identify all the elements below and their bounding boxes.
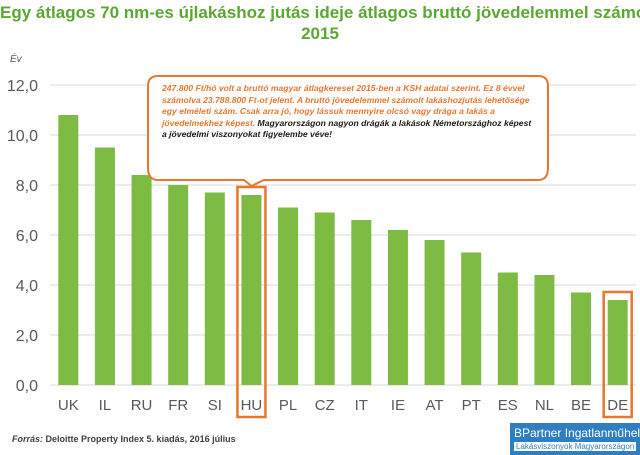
callout-text-orange: 247.800 Ft/hó volt a bruttó magyar átlag… (162, 83, 530, 128)
bar (607, 300, 628, 385)
y-tick-label: 12,0 (7, 78, 38, 95)
y-tick-label: 6,0 (16, 228, 38, 245)
logo-line-2: Lakásviszonyok Magyarországon (514, 442, 637, 451)
x-tick-label: FR (168, 397, 188, 414)
x-tick-label: DE (607, 397, 628, 414)
bar (571, 292, 592, 385)
bar (241, 195, 262, 385)
bar (534, 275, 555, 385)
callout-bubble (147, 75, 549, 188)
source-text: Deloitte Property Index 5. kiadás, 2016 … (45, 434, 236, 444)
x-tick-label: PT (462, 397, 481, 414)
bar (461, 252, 482, 385)
y-tick-label: 0,0 (16, 378, 38, 395)
y-axis-label: Év (10, 52, 23, 65)
x-tick-label: PL (279, 397, 297, 414)
highlight-box (602, 290, 633, 419)
bar (314, 212, 335, 385)
bar (131, 175, 152, 385)
y-tick-label: 10,0 (7, 128, 38, 145)
x-tick-label: HU (241, 397, 263, 414)
callout-text-black: Magyarországon nagyon drágák a lakások N… (162, 117, 532, 140)
bar (387, 230, 408, 385)
x-tick-label: RU (131, 397, 153, 414)
logo-line-1: BPartner Ingatlanműhely (514, 426, 640, 440)
bar (351, 220, 372, 385)
x-tick-label: AT (426, 397, 444, 414)
y-tick-label: 8,0 (16, 178, 38, 195)
x-tick-label: CZ (315, 397, 335, 414)
x-tick-label: ES (498, 397, 518, 414)
bar (168, 185, 189, 385)
y-tick-label: 2,0 (16, 328, 38, 345)
x-tick-label: NL (535, 397, 554, 414)
bar (424, 240, 445, 385)
bar (204, 192, 225, 385)
x-tick-label: IL (99, 397, 112, 414)
source-label: Forrás: (12, 434, 44, 444)
chart-title-line-1: Egy átlagos 70 nm-es újlakáshoz jutás id… (0, 3, 640, 22)
bar (58, 115, 79, 385)
brand-logo: BPartner Ingatlanműhely Lakásviszonyok M… (510, 423, 640, 455)
source-note: Forrás: Deloitte Property Index 5. kiadá… (12, 434, 236, 444)
chart-title: Egy átlagos 70 nm-es újlakáshoz jutás id… (0, 2, 640, 44)
x-tick-label: UK (58, 397, 79, 414)
x-tick-label: BE (571, 397, 591, 414)
bar (278, 207, 299, 385)
x-tick-label: SI (208, 397, 222, 414)
callout-box: 247.800 Ft/hó volt a bruttó magyar átlag… (152, 80, 544, 180)
y-tick-label: 4,0 (16, 278, 38, 295)
bar (497, 272, 518, 385)
chart-title-line-2: 2015 (301, 24, 339, 43)
bar (94, 147, 115, 385)
x-tick-label: IT (355, 397, 368, 414)
x-tick-label: IE (391, 397, 405, 414)
